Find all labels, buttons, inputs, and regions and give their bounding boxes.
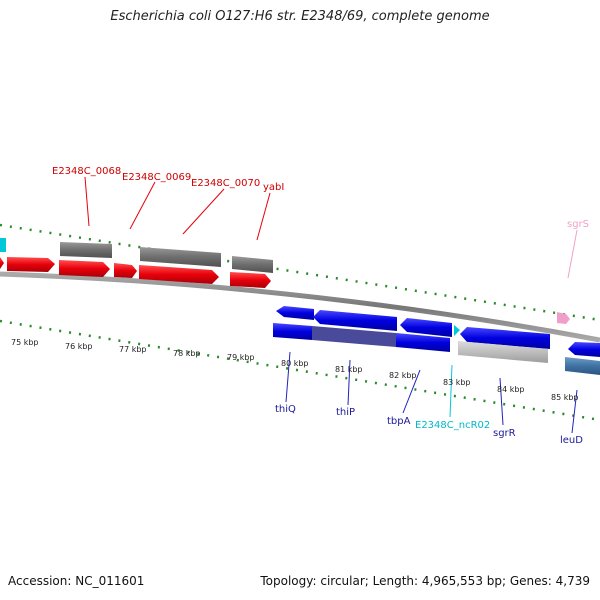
red-genes (0, 257, 271, 288)
topology-text: Topology: circular; Length: 4,965,553 bp… (260, 574, 590, 588)
outer-tick-track (0, 223, 600, 322)
gene-label-sgrR[interactable]: sgrR (493, 428, 516, 439)
gene-label-e0068[interactable]: E2348C_0068 (52, 166, 121, 177)
kbp-label: 85 kbp (551, 393, 579, 402)
gene-label-tbpA[interactable]: tbpA (387, 416, 411, 427)
kbp-label: 75 kbp (11, 338, 39, 347)
kbp-label: 83 kbp (443, 378, 471, 387)
kbp-label: 82 kbp (389, 371, 417, 380)
upper-gray-genes (60, 242, 273, 273)
ncR02-leader (449, 364, 453, 418)
kbp-labels: 75 kbp 76 kbp 77 kbp 78 kbp 79 kbp 80 kb… (11, 338, 579, 402)
top-leaders (84, 176, 271, 241)
upper-blue-genes (276, 306, 600, 357)
inner-tick-track (0, 319, 600, 422)
kbp-label: 80 kbp (281, 359, 309, 368)
bottom-leaders (285, 351, 578, 434)
gene-label-thiP[interactable]: thiP (336, 407, 355, 418)
kbp-label: 77 kbp (119, 345, 147, 354)
gene-label-thiQ[interactable]: thiQ (275, 404, 296, 415)
gene-label-e0069[interactable]: E2348C_0069 (122, 172, 191, 183)
gene-label-sgrS[interactable]: sgrS (567, 219, 589, 230)
kbp-label: 76 kbp (65, 342, 93, 351)
sgrS-leader (567, 229, 578, 279)
kbp-label: 79 kbp (227, 353, 255, 362)
gene-label-e0070[interactable]: E2348C_0070 (191, 178, 260, 189)
genome-title: Escherichia coli O127:H6 str. E2348/69, … (110, 9, 490, 24)
lower-genes (273, 323, 600, 375)
gene-label-leuD[interactable]: leuD (560, 435, 583, 446)
kbp-label: 84 kbp (497, 385, 525, 394)
genome-backbone (0, 271, 600, 343)
kbp-label: 78 kbp (173, 349, 201, 358)
accession-text: Accession: NC_011601 (8, 574, 145, 588)
kbp-label: 81 kbp (335, 365, 363, 374)
gene-label-yabI[interactable]: yabI (263, 182, 284, 193)
gene-label-ncR02[interactable]: E2348C_ncR02 (415, 420, 490, 431)
sgrS-gene (557, 312, 570, 324)
cyan-gene-left (0, 238, 6, 252)
